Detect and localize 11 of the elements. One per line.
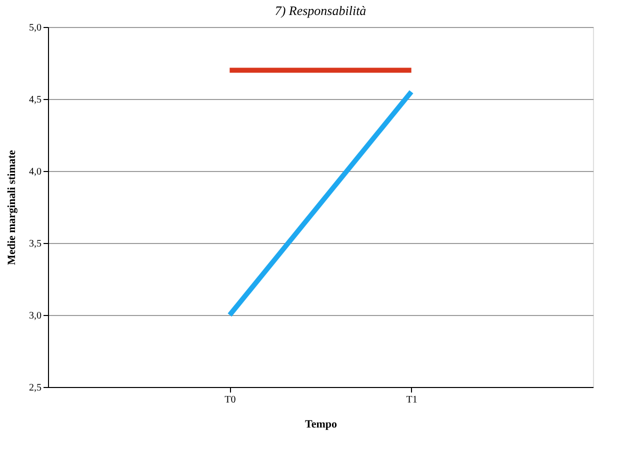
x-tick-label: T0 (224, 394, 236, 406)
y-tick-label: 3,0 (29, 310, 42, 322)
x-tick-label: T1 (406, 394, 418, 406)
y-tick-label: 4,5 (29, 94, 42, 106)
y-tick-label: 4,0 (29, 166, 42, 178)
y-tick-label: 5,0 (29, 22, 42, 34)
y-tick-label: 2,5 (29, 382, 42, 394)
y-axis-title: Medie marginali stimate (6, 150, 18, 265)
chart-title: 7) Responsabilità (274, 3, 367, 18)
y-tick-label: 3,5 (29, 238, 42, 250)
x-axis-title: Tempo (305, 418, 338, 430)
